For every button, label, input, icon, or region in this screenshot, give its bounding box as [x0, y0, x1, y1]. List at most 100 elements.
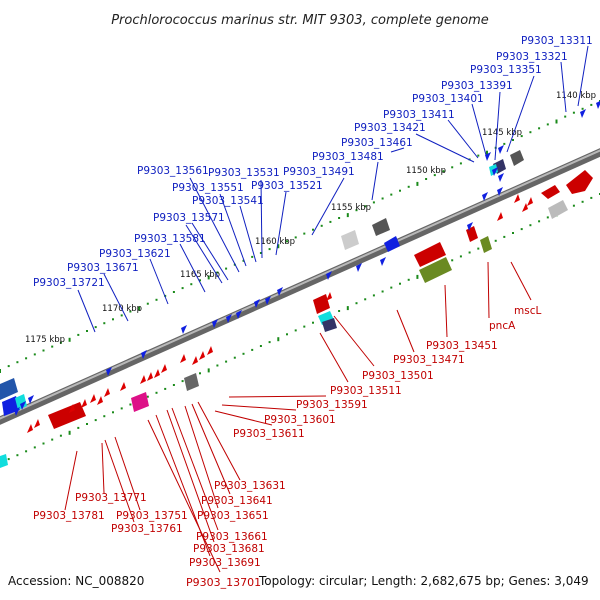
ruler-tick	[346, 306, 349, 311]
gene-label: P9303_13351	[470, 64, 542, 76]
map-title: Prochlorococcus marinus str. MIT 9303, c…	[111, 13, 489, 28]
ruler-tick	[225, 360, 228, 363]
leader-line	[77, 289, 96, 333]
ruler-tick	[303, 232, 306, 235]
forward-gene-arrow	[106, 367, 112, 376]
ruler-tick	[181, 287, 184, 290]
gene-label: mscL	[514, 305, 541, 317]
forward-features	[0, 150, 593, 468]
gene-label: P9303_13561	[137, 165, 209, 177]
ruler-tick	[59, 341, 62, 344]
ruler-tick	[16, 361, 19, 364]
gene-label: P9303_13591	[296, 399, 368, 411]
forward-gene-arrow	[497, 187, 503, 196]
ruler-tick	[329, 220, 332, 223]
leader-line	[371, 161, 379, 201]
ruler-tick	[207, 368, 210, 373]
ruler-tick	[59, 434, 62, 437]
kbp-label: 1150 kbp	[406, 166, 446, 176]
gene-label: P9303_13461	[341, 137, 413, 149]
ruler-tick	[364, 298, 367, 301]
ruler-tick	[459, 255, 462, 258]
reverse-gene-arrow	[90, 394, 96, 403]
ruler-tick	[120, 407, 123, 410]
leader-line	[147, 419, 221, 573]
ruler-tick	[538, 127, 541, 130]
ruler-tick	[407, 185, 410, 188]
feature-block	[419, 257, 452, 283]
gene-label: P9303_13661	[196, 531, 268, 543]
ruler-tick	[86, 330, 88, 332]
ruler-tick	[146, 302, 149, 305]
ruler-tick	[364, 205, 367, 208]
ruler-tick	[555, 119, 558, 124]
reverse-gene-arrow	[147, 372, 153, 381]
leader-line	[221, 404, 297, 411]
leader-line	[179, 243, 206, 293]
ruler-tick	[416, 181, 419, 186]
ruler-tick	[590, 196, 593, 199]
ruler-tick	[433, 174, 436, 177]
ruler-tick	[416, 274, 419, 279]
gene-label: P9303_13501	[362, 370, 434, 382]
leader-line	[219, 193, 247, 267]
ruler-tick	[259, 345, 262, 347]
kbp-label: 1160 kbp	[255, 237, 295, 247]
ruler-tick	[338, 310, 341, 312]
gene-label: P9303_13511	[330, 385, 402, 397]
ruler-tick	[164, 387, 167, 390]
ruler-tick	[294, 329, 297, 332]
feature-block	[466, 226, 478, 242]
forward-gene-arrow	[254, 299, 260, 308]
feature-block	[414, 242, 446, 267]
ruler-tick	[138, 306, 141, 311]
leader-line	[390, 147, 405, 153]
gene-label-bottom: P9303_13701	[186, 576, 261, 589]
reverse-gene-arrow	[199, 351, 205, 360]
ruler-tick	[0, 369, 1, 373]
reverse-gene-arrow	[81, 399, 87, 408]
genome-backbone	[0, 148, 600, 425]
leader-line	[104, 439, 135, 523]
leader-line	[101, 442, 105, 494]
kbp-label: 1175 kbp	[25, 335, 65, 345]
reverse-gene-arrow	[497, 212, 503, 221]
ruler-tick	[172, 291, 175, 293]
gene-label: P9303_13681	[193, 543, 265, 555]
forward-gene-arrow	[467, 222, 473, 231]
leader-line	[197, 401, 241, 481]
ruler-tick	[590, 103, 593, 106]
ruler-tick	[546, 123, 549, 126]
leader-line	[114, 436, 141, 511]
leader-line	[447, 119, 479, 159]
gene-label: P9303_13421	[354, 122, 426, 134]
ruler-tick	[199, 279, 201, 282]
feature-block	[0, 378, 18, 400]
leader-line	[171, 407, 219, 531]
ruler-tick	[51, 345, 54, 348]
ruler-tick	[581, 107, 584, 110]
forward-gene-arrow	[141, 350, 147, 359]
leader-line	[444, 284, 448, 338]
ruler-tick	[242, 352, 245, 355]
ruler-tick	[503, 235, 506, 238]
ruler-tick	[468, 251, 471, 254]
gene-label: pncA	[489, 320, 516, 332]
leader-line	[506, 75, 535, 153]
forward-gene-arrow	[277, 287, 283, 296]
ruler-tick	[94, 326, 97, 329]
leader-line	[228, 395, 327, 398]
gene-label: P9303_13641	[201, 495, 273, 507]
reverse-gene-arrow	[207, 346, 213, 355]
reverse-gene-arrow	[34, 419, 40, 428]
ruler-tick	[25, 357, 28, 360]
ruler-tick	[355, 302, 358, 305]
leader-line	[191, 403, 231, 495]
reverse-gene-arrow	[140, 375, 146, 384]
ruler-tick	[199, 372, 201, 375]
ruler-tick	[181, 380, 184, 383]
leader-line	[494, 91, 501, 161]
ruler-tick	[425, 178, 428, 180]
forward-gene-arrow	[212, 319, 218, 328]
gene-label: P9303_13721	[33, 277, 105, 289]
